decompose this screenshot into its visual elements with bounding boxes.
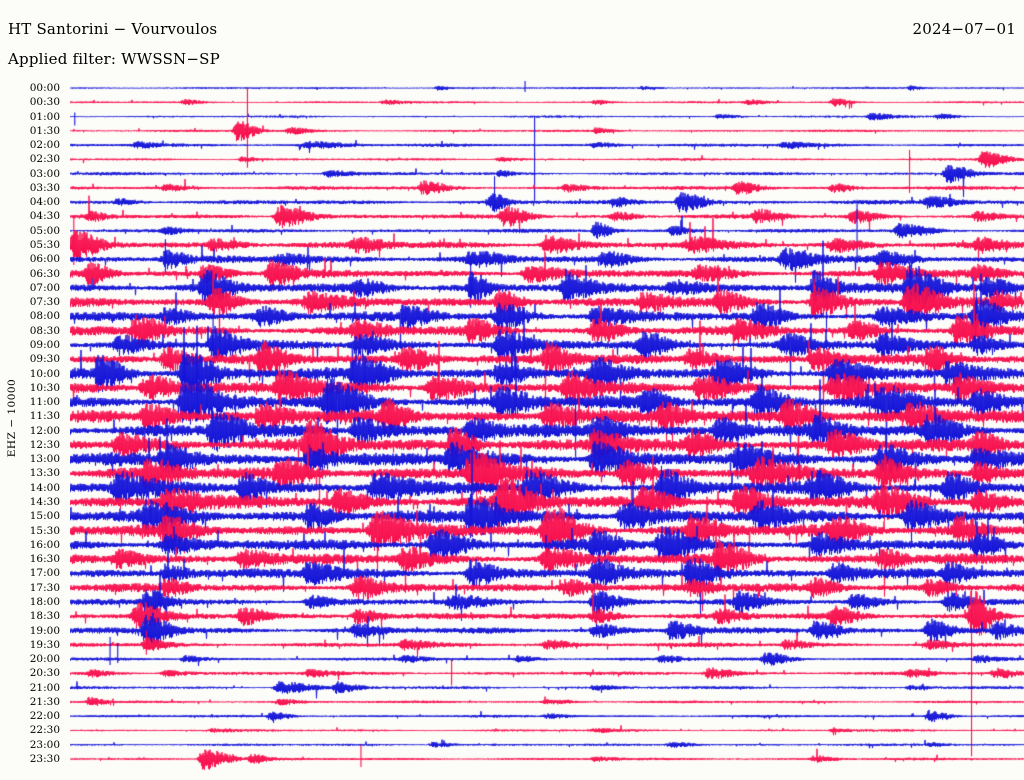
- applied-filter-label: Applied filter: WWSSN−SP: [8, 50, 220, 68]
- time-label: 20:00: [29, 653, 60, 666]
- time-label: 12:00: [29, 424, 60, 437]
- time-label: 18:30: [29, 610, 60, 623]
- time-label: 05:30: [29, 239, 60, 252]
- time-label: 12:30: [29, 438, 60, 451]
- time-label: 01:30: [29, 124, 60, 137]
- time-label: 22:30: [29, 724, 60, 737]
- time-label: 15:30: [29, 524, 60, 537]
- plot-date: 2024−07−01: [912, 20, 1016, 38]
- time-label: 17:30: [29, 581, 60, 594]
- time-label: 07:00: [29, 281, 60, 294]
- time-label: 02:00: [29, 139, 60, 152]
- time-label: 09:00: [29, 338, 60, 351]
- time-label: 11:00: [29, 396, 60, 409]
- time-label: 06:00: [29, 253, 60, 266]
- time-label: 06:30: [29, 267, 60, 280]
- time-label: 14:00: [29, 481, 60, 494]
- time-label: 13:00: [29, 453, 60, 466]
- time-label: 14:30: [29, 496, 60, 509]
- time-label: 17:00: [29, 567, 60, 580]
- time-label: 21:30: [29, 695, 60, 708]
- helicorder-canvas: [70, 74, 1024, 780]
- time-label: 20:30: [29, 667, 60, 680]
- time-label: 00:30: [29, 96, 60, 109]
- time-label: 07:30: [29, 296, 60, 309]
- time-label: 04:00: [29, 196, 60, 209]
- time-label: 18:00: [29, 595, 60, 608]
- time-label: 03:30: [29, 181, 60, 194]
- time-label: 05:00: [29, 224, 60, 237]
- time-label: 19:00: [29, 624, 60, 637]
- time-label: 21:00: [29, 681, 60, 694]
- time-label: 08:30: [29, 324, 60, 337]
- time-label: 16:30: [29, 553, 60, 566]
- time-label: 01:00: [29, 110, 60, 123]
- time-label: 23:30: [29, 753, 60, 765]
- time-label: 15:00: [29, 510, 60, 523]
- time-label: 13:30: [29, 467, 60, 480]
- time-label: 09:30: [29, 353, 60, 366]
- time-label: 02:30: [29, 153, 60, 166]
- time-label: 03:00: [29, 167, 60, 180]
- time-label: 19:30: [29, 638, 60, 651]
- time-label: 11:30: [29, 410, 60, 423]
- time-label: 10:30: [29, 381, 60, 394]
- station-title: HT Santorini − Vourvoulos: [8, 20, 218, 38]
- time-label: 00:00: [29, 82, 60, 94]
- time-label: 10:00: [29, 367, 60, 380]
- time-label: 08:00: [29, 310, 60, 323]
- time-label: 23:00: [29, 738, 60, 751]
- time-label: 22:00: [29, 710, 60, 723]
- time-label: 04:30: [29, 210, 60, 223]
- time-label: 16:00: [29, 538, 60, 551]
